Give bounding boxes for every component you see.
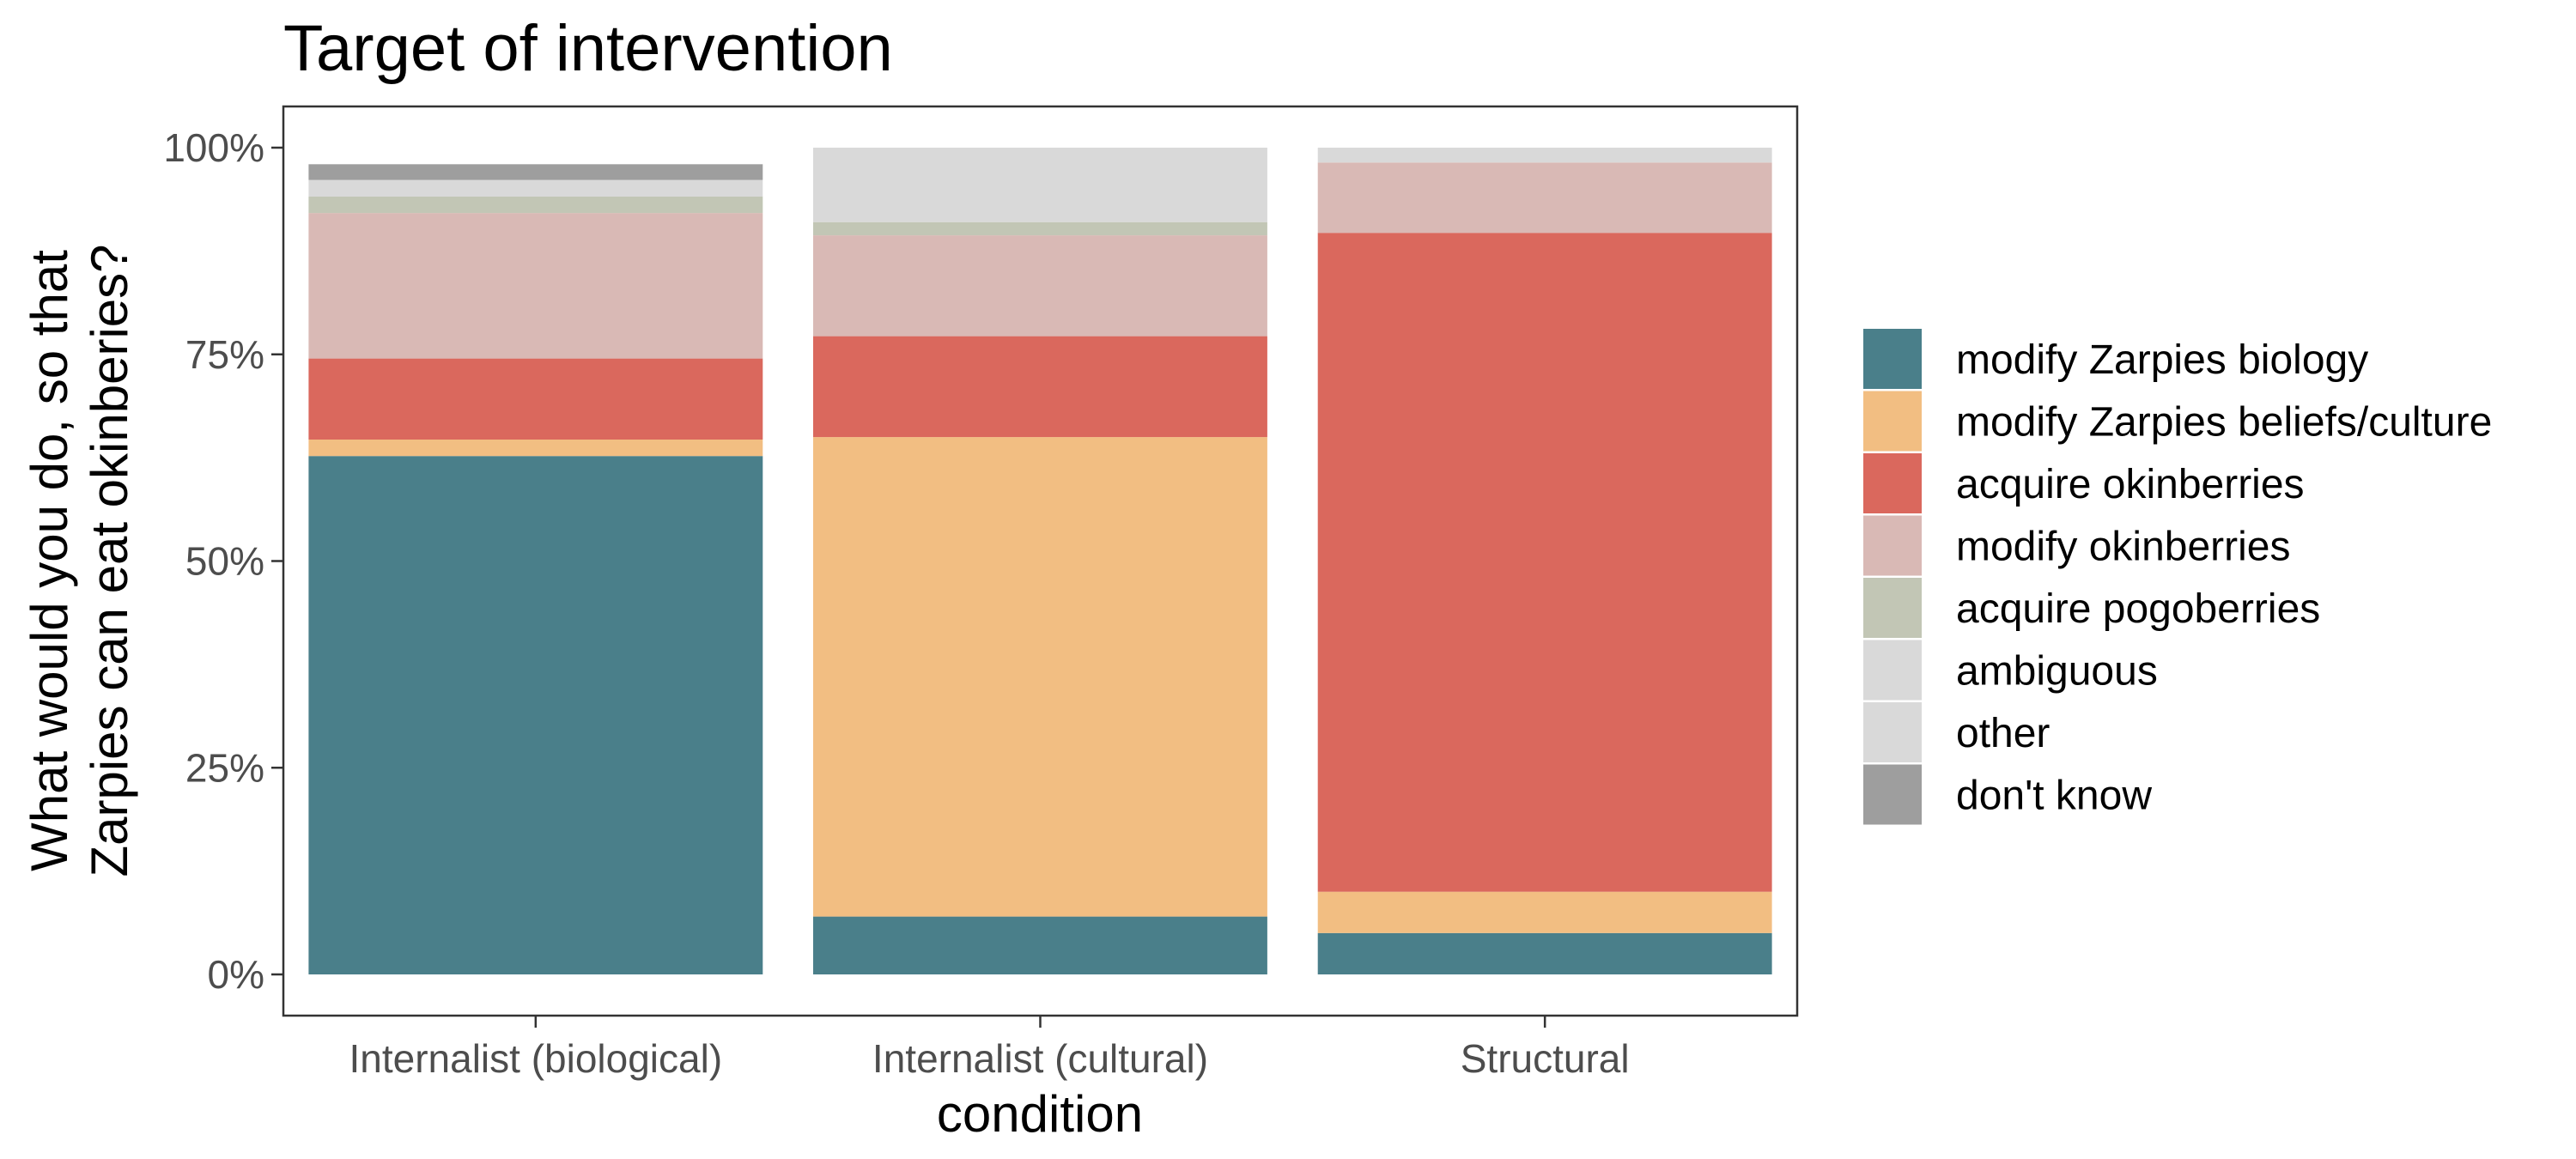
bar-segment bbox=[813, 221, 1267, 236]
bar-segment bbox=[308, 439, 763, 457]
legend-label: acquire okinberries bbox=[1956, 462, 2305, 507]
legend-key bbox=[1863, 515, 1922, 576]
bar-segment bbox=[1317, 148, 1772, 163]
legend-label: modify Zarpies beliefs/culture bbox=[1956, 400, 2492, 446]
bar-segment bbox=[308, 213, 763, 359]
bars-layer bbox=[308, 148, 1772, 974]
bar-segment bbox=[308, 456, 763, 974]
legend-label: ambiguous bbox=[1956, 649, 2158, 695]
y-axis: 0% 25% 50% 75% 100% bbox=[163, 125, 283, 997]
legend-label: don't know bbox=[1956, 774, 2152, 819]
legend-key bbox=[1863, 453, 1922, 513]
bar-segment bbox=[1317, 162, 1772, 234]
bar-segment bbox=[813, 148, 1267, 222]
legend-label: other bbox=[1956, 711, 2050, 756]
legend-label: modify okinberries bbox=[1956, 525, 2290, 570]
legend-key bbox=[1863, 329, 1922, 389]
legend-label: modify Zarpies biology bbox=[1956, 337, 2368, 383]
x-axis: Internalist (biological) Internalist (cul… bbox=[349, 1016, 1630, 1081]
y-tick-label: 0% bbox=[208, 952, 264, 997]
y-tick-label: 50% bbox=[185, 539, 264, 584]
chart-title: Target of intervention bbox=[283, 12, 893, 85]
bar-segment bbox=[308, 179, 763, 197]
y-axis-label-line-2: Zarpies can eat okinberies? bbox=[81, 244, 138, 877]
legend-key bbox=[1863, 578, 1922, 638]
y-axis-label: What would you do, so that Zarpies can e… bbox=[21, 244, 138, 877]
bar-segment bbox=[1317, 932, 1772, 974]
legend-key bbox=[1863, 764, 1922, 825]
x-axis-label: condition bbox=[937, 1085, 1143, 1143]
legend-key bbox=[1863, 640, 1922, 701]
bar-segment bbox=[813, 916, 1267, 974]
bar-segment bbox=[813, 336, 1267, 438]
y-axis-label-line-1: What would you do, so that bbox=[21, 250, 78, 871]
bar-segment bbox=[1317, 891, 1772, 933]
bar-segment bbox=[308, 164, 763, 180]
x-tick-label: Structural bbox=[1461, 1036, 1630, 1081]
bar-segment bbox=[308, 358, 763, 440]
bar-segment bbox=[813, 235, 1267, 337]
bar-segment bbox=[308, 196, 763, 214]
legend-label: acquire pogoberries bbox=[1956, 586, 2320, 632]
y-tick-label: 75% bbox=[185, 332, 264, 377]
x-tick-label: Internalist (cultural) bbox=[872, 1036, 1208, 1081]
legend: modify Zarpies biology modify Zarpies bel… bbox=[1863, 329, 2492, 825]
bar-segment bbox=[1317, 233, 1772, 892]
y-tick-label: 100% bbox=[163, 125, 264, 170]
bar-segment bbox=[813, 437, 1267, 917]
y-tick-label: 25% bbox=[185, 745, 264, 790]
legend-key bbox=[1863, 391, 1922, 452]
legend-key bbox=[1863, 702, 1922, 762]
x-tick-label: Internalist (biological) bbox=[349, 1036, 723, 1081]
